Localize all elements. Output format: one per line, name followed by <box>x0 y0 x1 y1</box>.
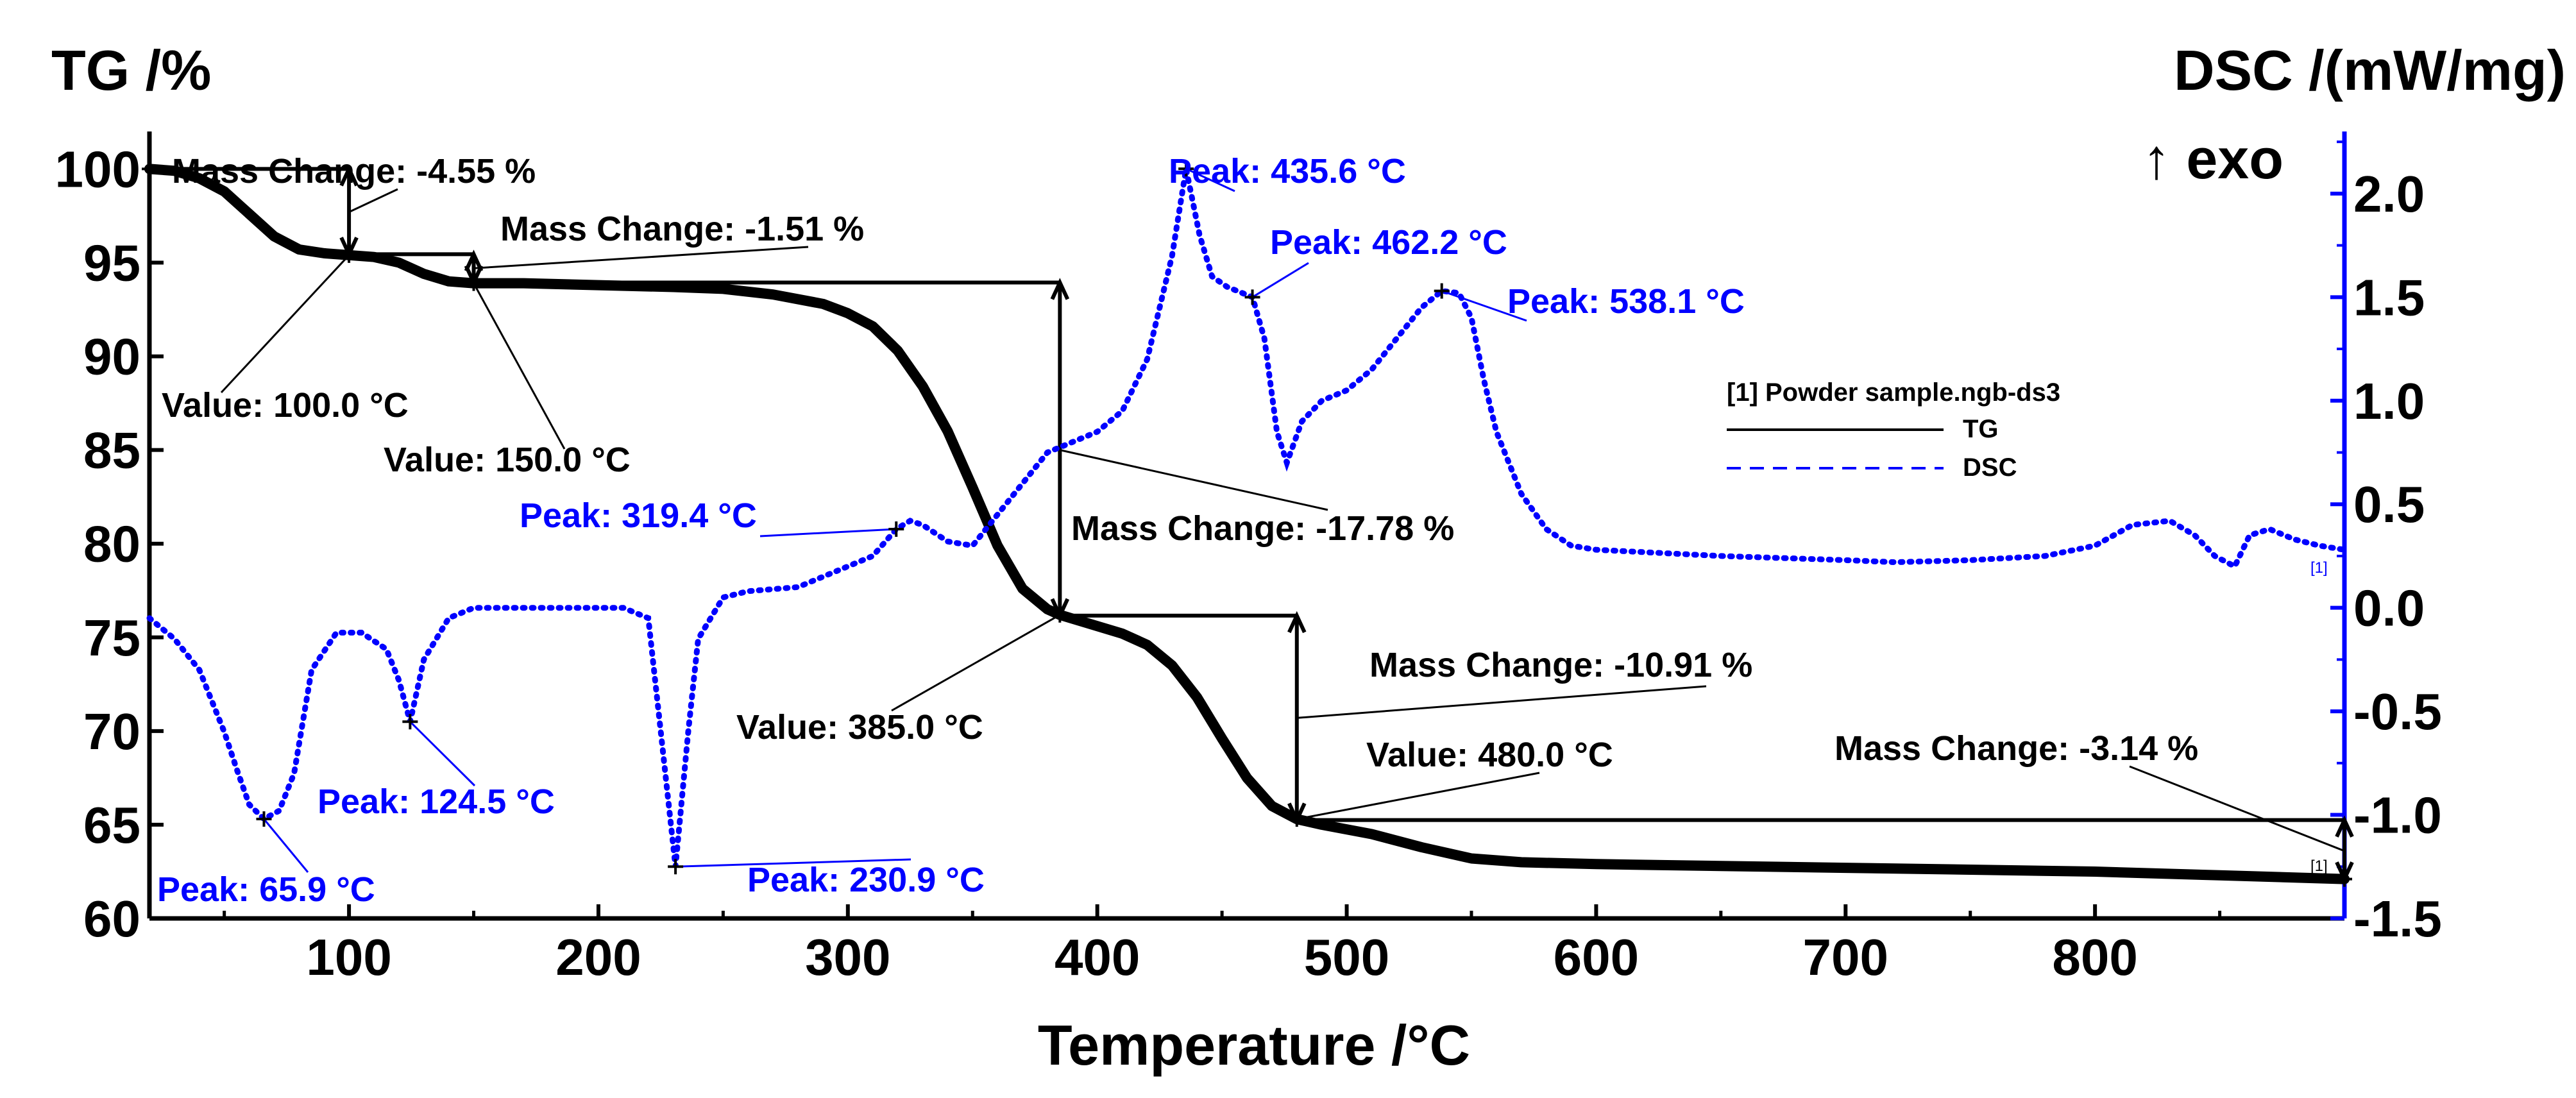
y-right-tick-label: -0.5 <box>2353 683 2442 740</box>
step-arrow-up <box>464 249 484 272</box>
leader-mass-change-4 <box>1296 685 1707 719</box>
value-label-150: Value: 150.0 °C <box>384 441 631 479</box>
leader-mass-change-2 <box>473 246 809 269</box>
leader-value-150 <box>473 282 566 450</box>
dsc-peak-marker <box>1434 283 1450 299</box>
annotation-leaders <box>220 167 2345 873</box>
leader-peak <box>263 818 309 873</box>
dsc-peak-marker <box>668 859 684 875</box>
leader-value-100 <box>220 254 350 394</box>
y-axis-left-ticks: 60 65 70 75 80 85 90 95 100 <box>55 140 164 947</box>
mass-change-label-5: Mass Change: -3.14 % <box>1835 729 2198 768</box>
legend-dsc-label: DSC <box>1963 453 2017 482</box>
y-axis-left-title: TG /% <box>51 38 211 102</box>
legend-tg-label: TG <box>1963 415 1999 443</box>
mass-change-label-1: Mass Change: -4.55 % <box>172 152 536 190</box>
peak-label-435: Peak: 435.6 °C <box>1169 152 1406 190</box>
leader-peak <box>1185 167 1235 192</box>
y-right-tick-label: 1.0 <box>2353 373 2425 430</box>
x-axis-title: Temperature /°C <box>1038 1013 1470 1077</box>
leader-peak <box>759 528 897 537</box>
y-left-tick-label: 90 <box>83 328 140 385</box>
step-arrow-up <box>339 164 359 187</box>
tg-value-marker <box>341 247 357 263</box>
peak-label-319: Peak: 319.4 °C <box>520 496 757 535</box>
peak-label-462: Peak: 462.2 °C <box>1270 223 1507 262</box>
tg-value-marker <box>466 275 482 291</box>
y-right-tick-label: -1.0 <box>2353 787 2442 844</box>
leader-mass-change-5 <box>2129 765 2345 852</box>
dsc-peak-marker <box>1244 289 1260 305</box>
tg-value-marker <box>1289 811 1305 827</box>
exo-direction-label: ↑ exo <box>2142 127 2284 190</box>
tg-end-marker: [1] <box>2310 857 2328 875</box>
leader-value-385 <box>891 614 1061 712</box>
legend-title: [1] Powder sample.ngb-ds3 <box>1727 378 2060 407</box>
y-left-tick-label: 70 <box>83 703 140 760</box>
dsc-end-marker: [1] <box>2310 559 2328 577</box>
dsc-peak-marker <box>888 521 904 537</box>
tg-value-marker <box>1052 607 1068 623</box>
leader-peak <box>675 858 911 868</box>
y-left-tick-label: 75 <box>83 609 140 666</box>
y-left-tick-label: 100 <box>55 140 140 198</box>
mass-change-label-4: Mass Change: -10.91 % <box>1369 646 1752 684</box>
x-tick-label: 100 <box>306 929 391 986</box>
step-arrow-up <box>1287 611 1307 634</box>
y-axis-right-ticks: -1.5 -1.0 -0.5 0.0 0.5 1.0 1.5 2.0 <box>2330 140 2442 947</box>
x-tick-label: 800 <box>2052 929 2137 986</box>
peak-label-65: Peak: 65.9 °C <box>157 870 375 909</box>
y-axis-right-title: DSC /(mW/mg) <box>2174 38 2566 102</box>
step-arrow-up <box>1050 278 1070 300</box>
dsc-peak-marker <box>402 714 418 730</box>
leader-mass-change-3 <box>1060 449 1328 511</box>
dsc-peak-marker <box>256 811 272 827</box>
x-tick-label: 500 <box>1304 929 1389 986</box>
x-tick-label: 200 <box>555 929 641 986</box>
x-tick-label: 300 <box>805 929 890 986</box>
dsc-curve <box>146 168 2348 867</box>
dsc-peak-marker <box>1178 161 1194 177</box>
leader-peak <box>1251 262 1309 298</box>
y-right-tick-label: 0.0 <box>2353 580 2425 637</box>
tg-curve <box>144 164 2350 884</box>
y-left-tick-label: 85 <box>83 422 140 479</box>
tg-value-marker <box>2337 871 2352 887</box>
y-left-tick-label: 95 <box>83 235 140 292</box>
peak-label-124: Peak: 124.5 °C <box>318 782 555 821</box>
x-tick-label: 400 <box>1055 929 1140 986</box>
value-label-100: Value: 100.0 °C <box>162 386 409 425</box>
annotation-markers <box>142 161 2352 887</box>
y-left-tick-label: 60 <box>83 890 140 947</box>
leader-peak <box>409 721 476 787</box>
y-right-tick-label: -1.5 <box>2353 890 2442 947</box>
step-arrow-up <box>2335 815 2354 838</box>
x-axis-ticks: 100 200 300 400 500 600 700 800 <box>223 904 2222 986</box>
value-label-385: Value: 385.0 °C <box>736 708 983 747</box>
peak-label-538: Peak: 538.1 °C <box>1507 282 1745 321</box>
tg-value-marker <box>142 161 157 177</box>
y-left-tick-label: 80 <box>83 516 140 573</box>
y-right-tick-label: 2.0 <box>2353 165 2425 223</box>
peak-label-230: Peak: 230.9 °C <box>747 861 985 899</box>
mass-change-label-3: Mass Change: -17.78 % <box>1071 509 1454 548</box>
y-right-tick-label: 0.5 <box>2353 476 2425 533</box>
x-tick-label: 700 <box>1803 929 1888 986</box>
leader-value-480 <box>1296 772 1540 820</box>
mass-change-label-2: Mass Change: -1.51 % <box>500 210 864 248</box>
leader-mass-change-1 <box>348 188 398 213</box>
x-tick-label: 600 <box>1554 929 1639 986</box>
value-label-480: Value: 480.0 °C <box>1366 736 1613 774</box>
y-right-tick-label: 1.5 <box>2353 269 2425 326</box>
y-left-tick-label: 65 <box>83 797 140 854</box>
leader-peak <box>1441 290 1527 322</box>
tg-step-construction <box>149 164 2354 884</box>
